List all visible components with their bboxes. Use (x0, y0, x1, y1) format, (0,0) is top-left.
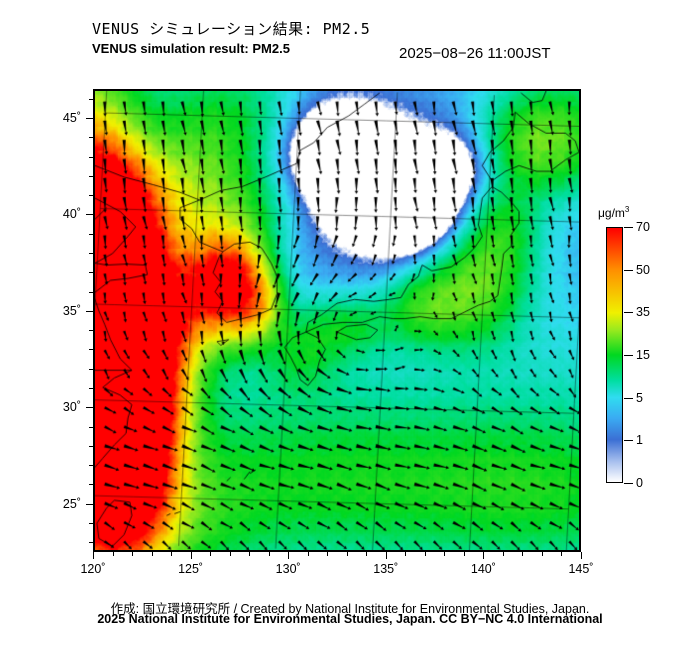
colorbar-tick-label-1: 1 (636, 433, 643, 448)
x-tick-142 (522, 552, 524, 556)
colorbar-tick-label-70: 70 (636, 220, 650, 234)
x-tick-134 (366, 552, 368, 556)
y-tick-27 (89, 465, 93, 467)
y-tick-40 (86, 214, 93, 216)
x-tick-137 (424, 552, 426, 556)
x-tick-126 (210, 552, 212, 556)
x-axis-label-135: 135˚ (373, 562, 399, 576)
y-tick-44 (89, 137, 93, 139)
y-tick-24 (89, 523, 93, 525)
x-axis-label-145: 145˚ (568, 562, 594, 576)
y-tick-39 (89, 233, 93, 235)
y-axis-label-40: 40˚ (62, 207, 81, 222)
x-tick-143 (541, 552, 543, 556)
y-tick-46 (89, 98, 93, 100)
y-tick-31 (89, 388, 93, 390)
x-tick-123 (151, 552, 153, 556)
y-axis-label-45: 45˚ (62, 110, 81, 125)
x-tick-127 (229, 552, 231, 556)
x-tick-132 (327, 552, 329, 556)
y-tick-26 (89, 484, 93, 486)
y-tick-45 (86, 117, 93, 119)
colorbar-tick-label-5: 5 (636, 390, 643, 405)
x-tick-144 (561, 552, 563, 556)
colorbar-tick-0 (624, 483, 633, 484)
x-axis-label-140: 140˚ (470, 562, 496, 576)
y-tick-36 (89, 291, 93, 293)
colorbar-gradient-bar (606, 227, 623, 483)
colorbar-tick-35 (624, 312, 633, 314)
x-tick-120 (93, 552, 94, 559)
colorbar-tick-label-15: 15 (636, 348, 650, 362)
x-tick-136 (405, 552, 407, 556)
y-tick-25 (86, 503, 93, 505)
x-tick-145 (581, 552, 582, 559)
x-tick-128 (249, 552, 251, 556)
x-tick-124 (171, 552, 173, 556)
x-axis-label-130: 130˚ (275, 562, 301, 576)
colorbar-tick-label-0: 0 (636, 476, 643, 490)
y-tick-28 (89, 445, 93, 447)
x-tick-141 (502, 552, 504, 556)
x-tick-140 (483, 552, 485, 559)
x-tick-139 (463, 552, 465, 556)
x-tick-130 (288, 552, 290, 559)
y-tick-43 (89, 156, 93, 158)
colorbar-tick-1 (624, 440, 633, 442)
y-tick-42 (89, 175, 93, 177)
x-tick-125 (190, 552, 192, 559)
y-axis-label-30: 30˚ (62, 400, 81, 415)
y-tick-33 (89, 349, 93, 351)
colorbar-tick-50 (624, 269, 633, 271)
page-title-english: VENUS simulation result: PM2.5 (92, 41, 290, 56)
x-axis-label-120: 120˚ (80, 562, 106, 576)
y-axis-label-35: 35˚ (62, 303, 81, 318)
y-tick-34 (89, 330, 93, 332)
y-tick-37 (89, 272, 93, 274)
y-tick-29 (89, 426, 93, 428)
map-plot-area (93, 89, 581, 552)
colorbar-tick-5 (624, 397, 633, 399)
colorbar-unit-text: μg/m (598, 206, 625, 220)
x-tick-129 (268, 552, 270, 556)
pm25-heatmap-canvas (95, 91, 579, 550)
x-tick-133 (346, 552, 348, 556)
y-tick-30 (86, 407, 93, 409)
credit-line-license: 2025 National Institute for Environmenta… (97, 612, 603, 626)
x-tick-122 (132, 552, 134, 556)
y-tick-23 (89, 542, 93, 544)
x-axis-label-125: 125˚ (178, 562, 204, 576)
colorbar-tick-15 (624, 355, 633, 356)
x-tick-138 (444, 552, 446, 556)
x-tick-121 (112, 552, 114, 556)
y-tick-32 (89, 368, 93, 370)
colorbar-unit-label: μg/m3 (598, 205, 629, 220)
credit-line-japanese: 作成: 国立環境研究所 / Created by National Instit… (110, 602, 590, 616)
x-tick-131 (307, 552, 309, 556)
colorbar-tick-label-35: 35 (636, 305, 650, 320)
colorbar-tick-70 (624, 227, 633, 228)
x-tick-135 (385, 552, 387, 559)
page-title-japanese: VENUS シミュレーション結果: PM2.5 (92, 20, 371, 38)
y-axis-label-25: 25˚ (62, 496, 81, 511)
credit-line-license-clip: 2025 National Institute for Environmenta… (0, 612, 700, 638)
y-tick-41 (89, 195, 93, 197)
colorbar-unit-exponent: 3 (624, 205, 630, 214)
y-tick-35 (86, 310, 93, 312)
colorbar-tick-label-50: 50 (636, 262, 650, 277)
timestamp-label: 2025−08−26 11:00JST (399, 45, 551, 62)
y-tick-38 (89, 252, 93, 254)
